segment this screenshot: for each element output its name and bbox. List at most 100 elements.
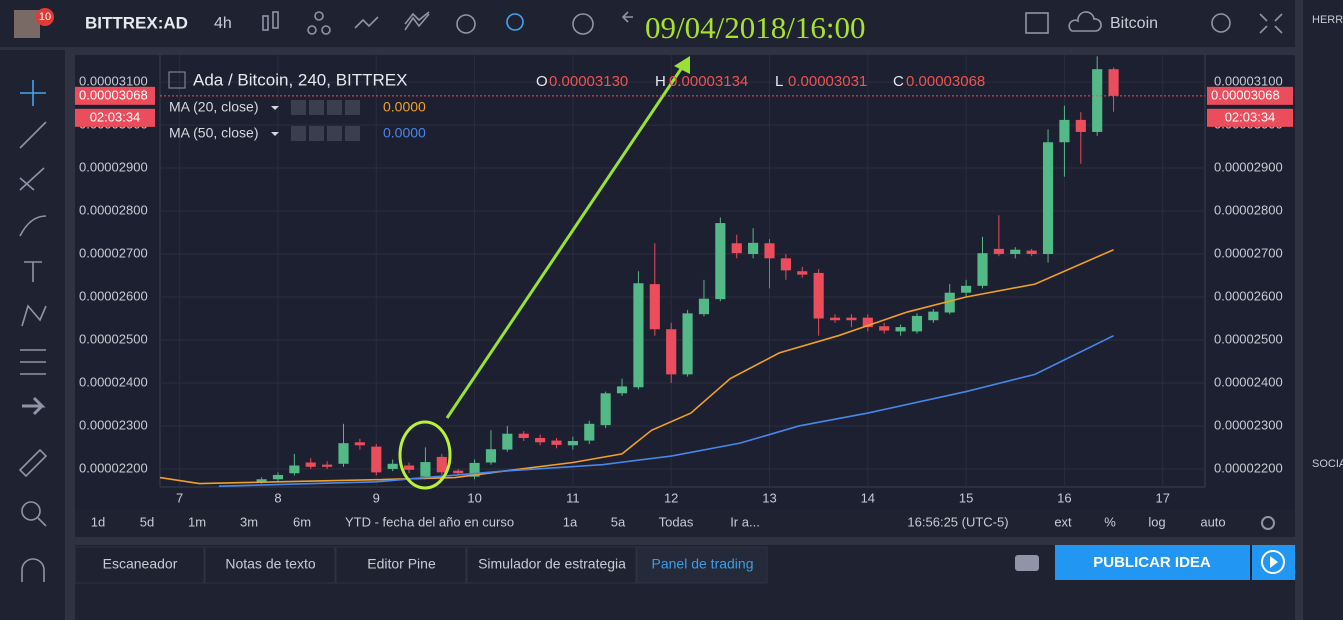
range-button[interactable]: 5a (611, 514, 626, 529)
tab-label[interactable]: Panel de trading (652, 556, 754, 572)
compare-symbol[interactable]: Bitcoin (1110, 15, 1158, 32)
ma-control[interactable] (309, 126, 324, 141)
candle-body (1026, 250, 1037, 255)
candle-body (338, 443, 349, 464)
candle-body (551, 440, 562, 445)
play-icon (1261, 550, 1285, 574)
candle-body (289, 465, 300, 474)
interval[interactable]: 4h (214, 15, 232, 32)
ohlc-value: 0.00003134 (669, 73, 748, 90)
candle-body (961, 285, 972, 293)
publish-label[interactable]: PUBLICAR IDEA (1093, 554, 1211, 571)
tab[interactable] (74, 546, 205, 584)
ma-control[interactable] (345, 100, 360, 115)
y-tick-label: 0.00002600 (1214, 288, 1283, 303)
candle-body (977, 253, 988, 286)
candle-body (1042, 142, 1054, 255)
candle-body (469, 462, 480, 477)
candle-body (436, 456, 447, 473)
candle-body (420, 462, 431, 477)
avatar[interactable] (14, 10, 40, 38)
candle-body (895, 327, 906, 332)
candle-body (600, 393, 611, 426)
y-tick-label: 0.00002200 (79, 460, 148, 475)
top-toolbar (0, 0, 1295, 47)
range-button[interactable]: Todas (659, 514, 694, 529)
candle-body (535, 437, 546, 443)
tab[interactable] (204, 546, 336, 584)
countdown: 02:03:34 (90, 109, 141, 124)
candle-body (305, 462, 316, 467)
candle-body (584, 423, 595, 441)
y-tick-label: 0.00002900 (1214, 159, 1283, 174)
settings-icon[interactable] (1261, 516, 1275, 530)
range-button[interactable]: YTD - fecha del año en curso (345, 514, 514, 529)
tab-label[interactable]: Editor Pine (367, 556, 436, 572)
scale-option[interactable]: auto (1200, 514, 1225, 529)
dropdown-arrow (271, 106, 279, 110)
ma-name: MA (20, close) (169, 99, 258, 115)
candle-body (928, 311, 939, 321)
collapse-box[interactable] (168, 71, 186, 89)
toolbar-icons (262, 11, 1283, 35)
ma-control[interactable] (327, 100, 342, 115)
tab-label[interactable]: Notas de texto (225, 556, 315, 572)
ma-line (160, 248, 1114, 485)
x-tick-label: 7 (176, 490, 183, 505)
candle-body (256, 479, 267, 482)
y-tick-label: 0.00002500 (1214, 331, 1283, 346)
play-icon (1270, 556, 1278, 568)
scale-option[interactable]: % (1104, 514, 1116, 529)
tab-label[interactable]: Escaneador (103, 556, 178, 572)
range-button[interactable]: 3m (240, 514, 258, 529)
ma-control[interactable] (309, 100, 324, 115)
y-tick-label: 0.00002700 (1214, 245, 1283, 260)
scale-option[interactable]: ext (1054, 514, 1072, 529)
tab-label[interactable]: Simulador de estrategia (478, 556, 626, 572)
ma-control[interactable] (327, 126, 342, 141)
range-button[interactable]: 6m (293, 514, 311, 529)
ma-value: 0.0000 (383, 125, 426, 141)
ohlc-key: C (893, 73, 904, 90)
x-tick-label: 17 (1155, 490, 1169, 505)
x-tick-label: 10 (467, 490, 481, 505)
countdown: 02:03:34 (1225, 109, 1276, 124)
candle-body (403, 465, 415, 470)
candle-body (1059, 119, 1070, 143)
tab[interactable] (466, 546, 637, 584)
candle-body (715, 223, 726, 300)
candle-body (944, 292, 955, 313)
chart-panel (75, 55, 1295, 510)
y-tick-label: 0.00002400 (79, 374, 148, 389)
candle-body (780, 258, 791, 271)
ma-name: MA (50, close) (169, 125, 258, 141)
candle-body (502, 433, 513, 450)
ma-line (218, 334, 1114, 487)
range-button[interactable]: 1m (188, 514, 206, 529)
left-toolbar (0, 50, 65, 620)
sidebar-label: SOCIA (1312, 458, 1343, 470)
range-button[interactable]: 1a (563, 514, 578, 529)
candle-body (862, 317, 873, 328)
ma-control[interactable] (291, 126, 306, 141)
x-tick-label: 11 (566, 490, 580, 505)
x-tick-label: 13 (762, 490, 776, 505)
publish-button[interactable] (1055, 545, 1250, 580)
candle-body (354, 442, 365, 446)
y-tick-label: 0.00002700 (79, 245, 148, 260)
y-tick-label: 0.00002800 (79, 202, 148, 217)
tab[interactable] (636, 546, 768, 584)
tab[interactable] (335, 546, 467, 584)
candle-body (879, 326, 890, 331)
range-button[interactable]: 1d (91, 514, 105, 529)
candle-body (1010, 249, 1021, 255)
ma-control[interactable] (291, 100, 306, 115)
ma-control[interactable] (345, 126, 360, 141)
range-button[interactable]: Ir a... (730, 514, 760, 529)
range-button[interactable]: 5d (140, 514, 154, 529)
scale-option[interactable]: log (1148, 514, 1165, 529)
camera-icon[interactable] (1015, 555, 1039, 571)
symbol[interactable]: BITTREX:AD (85, 13, 188, 32)
candle-body (649, 284, 660, 330)
candle-body (567, 441, 578, 446)
